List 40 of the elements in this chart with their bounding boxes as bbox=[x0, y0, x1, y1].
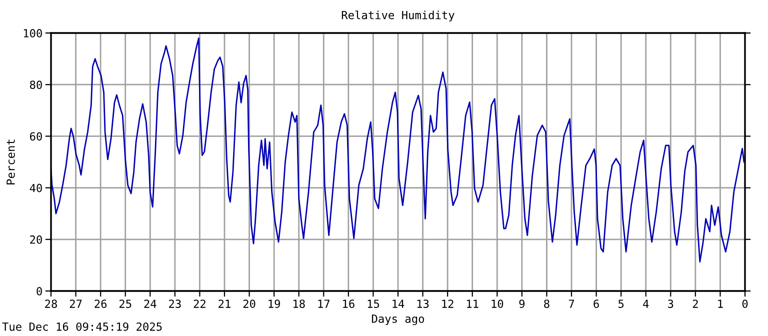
x-tick-label: 1 bbox=[718, 300, 723, 308]
x-tick-label: 4 bbox=[643, 300, 649, 308]
x-tick-label: 23 bbox=[169, 300, 181, 308]
x-tick-label: 9 bbox=[519, 300, 525, 308]
x-tick-label: 22 bbox=[194, 300, 206, 308]
x-tick-label: 12 bbox=[442, 300, 454, 308]
y-tick-label: 100 bbox=[24, 29, 42, 38]
x-tick-label: 19 bbox=[268, 300, 280, 308]
x-tick-label: 5 bbox=[618, 300, 624, 308]
x-tick-label: 10 bbox=[492, 300, 504, 308]
x-tick-label: 15 bbox=[368, 300, 380, 308]
x-tick-label: 17 bbox=[318, 300, 330, 308]
text: Tue Dec 16 09:45:19 2025 bbox=[2, 322, 162, 331]
x-tick-label: 2 bbox=[692, 300, 698, 308]
y-tick-label: 20 bbox=[30, 235, 42, 244]
x-tick-label: 25 bbox=[119, 300, 132, 308]
x-tick-label: 16 bbox=[343, 300, 354, 308]
y-tick-label: 60 bbox=[30, 132, 42, 141]
x-tick-label: 11 bbox=[467, 300, 478, 308]
x-tick-label: 26 bbox=[94, 300, 107, 308]
x-tick-label: 24 bbox=[144, 300, 156, 308]
x-tick-label: 18 bbox=[294, 300, 305, 308]
x-tick-label: 28 bbox=[45, 300, 57, 308]
x-tick-label: 21 bbox=[218, 300, 230, 308]
y-axis-title: Percent bbox=[6, 140, 15, 184]
y-tick-label: 40 bbox=[30, 184, 42, 192]
x-tick-label: 6 bbox=[594, 300, 599, 308]
x-tick-label: 13 bbox=[417, 300, 429, 308]
chart-title: Relative Humidity bbox=[342, 10, 454, 22]
x-tick-label: 20 bbox=[243, 300, 256, 308]
x-tick-label: 8 bbox=[544, 300, 550, 308]
x-tick-label: 27 bbox=[70, 300, 82, 308]
x-axis-title: Days ago bbox=[372, 314, 424, 326]
x-tick-label: 7 bbox=[568, 300, 574, 308]
x-tick-label: 0 bbox=[742, 300, 748, 308]
y-tick-label: 80 bbox=[30, 80, 42, 90]
line-series bbox=[51, 37, 745, 263]
x-tick-label: 14 bbox=[392, 300, 404, 308]
x-tick-label: 3 bbox=[668, 300, 674, 308]
y-tick-label: 0 bbox=[36, 287, 42, 296]
